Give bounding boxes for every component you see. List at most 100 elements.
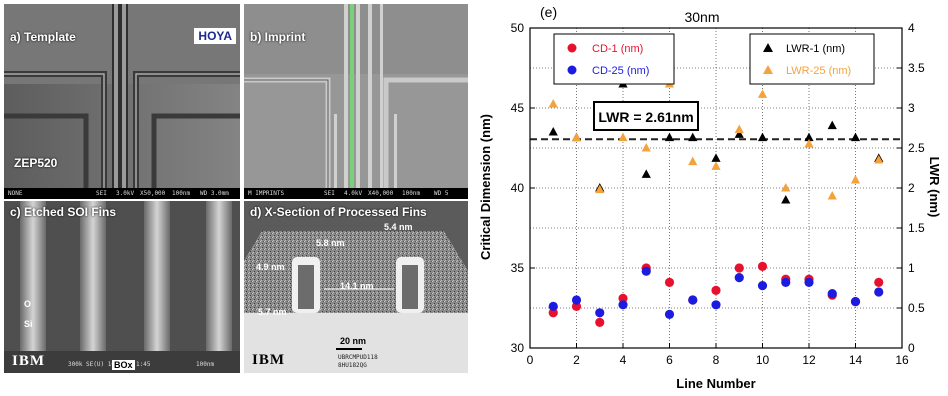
cd25-point — [850, 297, 861, 307]
cd25-point — [664, 309, 675, 319]
oxide-layer-label: O — [24, 299, 32, 309]
y2-tick-label: 3 — [908, 101, 915, 115]
y2-tick-label: 0.5 — [908, 301, 925, 315]
panel-b-footer: M IMPRINTS SEI 4.0kV X40,000 100nm WD 5 — [244, 188, 468, 199]
cd-lwr-chart: 0 2 4 6 8 10 12 14 16 30 35 40 45 50 0 0.5 1 1.5 2 2.5 3 3.… — [478, 4, 942, 391]
cd25-point — [548, 301, 558, 311]
lwr25-point — [827, 191, 837, 200]
dim-label-2: 5.4 nm — [384, 222, 413, 232]
sem-panel-cross-section: d) X-Section of Processed Fins 5.8 nm 5.… — [244, 201, 468, 373]
box-label: BOx — [112, 360, 135, 370]
y2-tick-label: 2 — [908, 181, 915, 195]
y2-tick-label: 3.5 — [908, 61, 925, 75]
panel-d-caption-2: 8HU182QG — [338, 362, 367, 369]
cd1-point — [757, 261, 768, 271]
y2-tick-label: 4 — [908, 21, 915, 35]
lwr1-point — [641, 169, 651, 178]
x-axis-label: Line Number — [676, 376, 755, 391]
panel-c-footer-mid: 1:45 — [136, 361, 151, 368]
y2-tick-label: 1.5 — [908, 221, 925, 235]
y2-axis-label: LWR (nm) — [927, 157, 942, 218]
ibm-logo-d: IBM — [252, 352, 285, 368]
cd25-point — [571, 295, 582, 305]
lwr1-point — [711, 153, 721, 162]
cd25-point — [734, 273, 744, 283]
x-tick-label: 12 — [802, 353, 816, 367]
y-tick-label: 50 — [511, 21, 525, 35]
legend-cd1-label: CD-1 (nm) — [592, 43, 643, 55]
y-tick-label: 45 — [511, 101, 525, 115]
legend-lwr25-marker — [763, 65, 773, 74]
lwr1-point — [850, 132, 861, 142]
legend-lwr1-marker — [763, 43, 773, 52]
y2-tick-label: 2.5 — [908, 141, 925, 155]
cd25-point — [757, 281, 768, 291]
cd25-point — [874, 287, 884, 297]
y-tick-label: 35 — [511, 261, 525, 275]
lwr25-point — [804, 139, 814, 148]
panel-c-title: c) Etched SOI Fins — [10, 205, 117, 219]
legend-right: LWR-1 (nm) LWR-25 (nm) — [749, 33, 875, 85]
lwr25-point — [548, 99, 558, 108]
lwr1-point — [781, 195, 791, 204]
lwr25-point — [781, 183, 791, 192]
cd25-point — [711, 300, 721, 310]
legend-cd25-marker — [567, 65, 577, 75]
panel-d-title: d) X-Section of Processed Fins — [250, 205, 427, 219]
cd1-point — [548, 308, 558, 318]
y-axis-label: Critical Dimension (nm) — [478, 114, 493, 260]
x-tick-label: 6 — [666, 353, 673, 367]
lwr1-point — [734, 129, 744, 138]
x-tick-label: 4 — [620, 353, 627, 367]
lwr-annotation: LWR = 2.61nm — [593, 101, 699, 131]
cd25-point — [827, 289, 837, 299]
panel-c-scale: 100nm — [196, 361, 215, 368]
chart-title: 30nm — [684, 9, 719, 25]
lwr25-point — [618, 132, 628, 142]
lwr1-point — [688, 132, 698, 142]
cross-section-micrograph — [244, 201, 468, 373]
sem-panel-imprint: b) Imprint M IMPRINTS SEI 4.0kV X40,000 … — [244, 4, 468, 199]
lwr1-point — [804, 132, 814, 142]
y-tick-label: 30 — [511, 341, 525, 355]
panel-a-material: ZEP520 — [14, 156, 58, 170]
lwr1-point — [664, 132, 675, 142]
lwr25-point — [688, 156, 698, 166]
cd1-point — [571, 301, 582, 311]
cd1-point — [664, 277, 675, 287]
cd25-point — [618, 300, 628, 310]
x-tick-label: 0 — [527, 353, 534, 367]
legend-left: CD-1 (nm) CD-25 (nm) — [553, 33, 675, 85]
panel-c-footer-left: 300k SE(U) 10 — [68, 361, 115, 368]
dim-label-5: 5.7 nm — [258, 307, 287, 317]
cd25-point — [595, 308, 605, 318]
lwr25-point — [757, 89, 768, 98]
lwr25-point — [595, 184, 605, 194]
cd1-point — [711, 285, 721, 295]
legend-cd1-marker — [567, 43, 577, 53]
cd25-point — [688, 295, 698, 305]
panel-a-footer: NONE SEI 3.0kV X50,000 100nm WD 3.0mm — [4, 188, 240, 199]
cd1-point — [874, 277, 884, 287]
dim-label-6: 20 nm — [340, 336, 367, 346]
cd25-point — [781, 277, 791, 287]
x-tick-label: 14 — [849, 353, 863, 367]
fins-micrograph — [4, 201, 240, 373]
legend-lwr25-label: LWR-25 (nm) — [786, 65, 851, 77]
lwr25-point — [641, 143, 651, 152]
silicon-layer-label: Si — [24, 319, 33, 329]
cd25-point — [804, 277, 814, 287]
sem-panel-etched-fins: c) Etched SOI Fins O Si IBM 300k SE(U) 1… — [4, 201, 240, 373]
x-tick-label: 16 — [895, 353, 909, 367]
lwr1-point — [757, 132, 768, 142]
legend-lwr1-label: LWR-1 (nm) — [786, 43, 845, 55]
sem-panel-template: a) Template HOYA ZEP520 NONE SEI 3.0kV X… — [4, 4, 240, 199]
cd25-point — [641, 266, 651, 276]
ibm-logo: IBM — [12, 353, 45, 369]
panel-b-title: b) Imprint — [250, 30, 306, 44]
lwr25-point — [874, 155, 884, 164]
hoya-logo: HOYA — [194, 28, 236, 44]
lwr25-point — [571, 132, 582, 142]
dim-label-4: 14.1 nm — [340, 281, 374, 291]
cd1-point — [734, 263, 744, 273]
